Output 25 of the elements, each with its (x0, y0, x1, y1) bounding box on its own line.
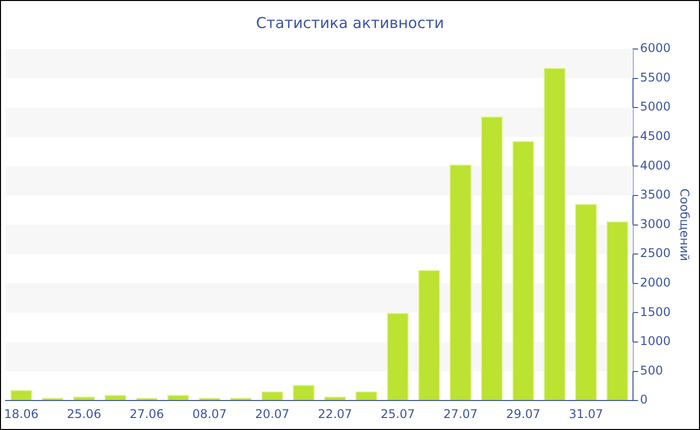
y-tick-label: 2500 (640, 246, 671, 260)
y-tick-label: 5500 (640, 70, 671, 84)
y-axis-title: Сообщений (678, 188, 692, 262)
x-tick-label: 27.06 (130, 406, 164, 421)
x-tick-label: 27.07 (443, 406, 478, 421)
y-tick-label: 4500 (640, 129, 671, 144)
y-tick-label: 1500 (640, 304, 671, 319)
x-tick-label: 29.07 (506, 406, 540, 421)
y-tick-label: 0 (640, 392, 648, 407)
y-tick-label: 3500 (640, 188, 671, 202)
y-tick-label: 5000 (640, 100, 671, 114)
y-tick-label: 6000 (640, 41, 671, 56)
x-tick-label: 08.07 (192, 406, 227, 421)
x-tick-label: 25.06 (66, 406, 102, 421)
x-tick-label: 31.07 (568, 406, 604, 421)
x-tick-label: 22.07 (318, 406, 352, 421)
chart-title: Статистика активности (256, 14, 444, 32)
y-tick-label: 3000 (640, 216, 671, 231)
x-tick-label: 18.06 (4, 406, 38, 421)
x-tick-label: 20.07 (255, 406, 290, 421)
y-tick-label: 1000 (640, 334, 671, 348)
y-tick-label: 500 (640, 363, 663, 378)
x-tick-label: 25.07 (380, 406, 415, 421)
y-tick-label: 4000 (640, 158, 671, 172)
y-tick-label: 2000 (640, 276, 671, 290)
